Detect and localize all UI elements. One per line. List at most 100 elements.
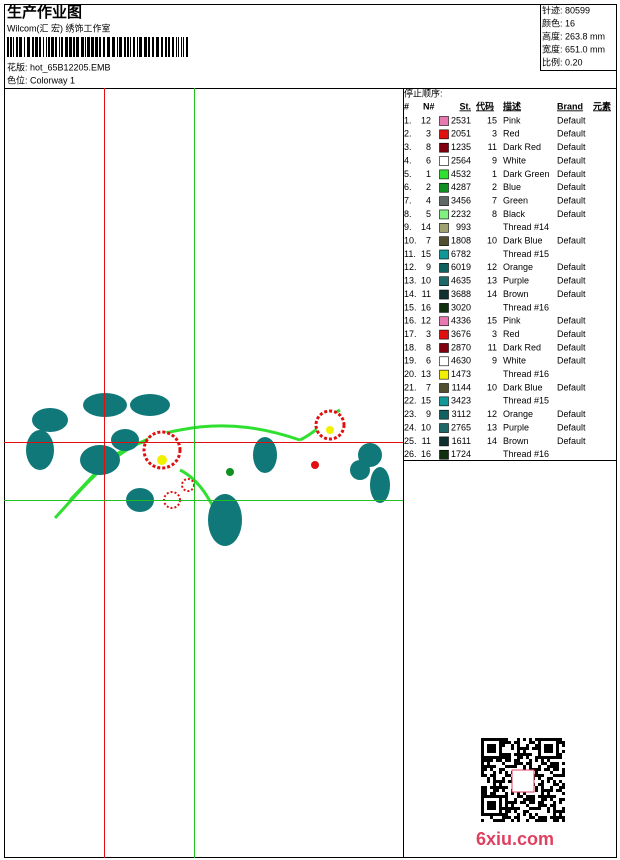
code: 3 <box>492 329 497 339</box>
qr-cell <box>523 792 526 795</box>
qr-cell <box>493 774 496 777</box>
stitches: 2232 <box>451 209 471 219</box>
swatch <box>439 409 449 420</box>
needle: 10 <box>421 276 431 286</box>
bar <box>107 37 110 57</box>
code: 8 <box>492 209 497 219</box>
qr-cell <box>541 816 544 819</box>
stitches: 4635 <box>451 276 471 286</box>
qr-cell <box>511 804 514 807</box>
qr-cell <box>523 765 526 768</box>
swatch <box>439 196 449 206</box>
qr-cell <box>508 801 511 804</box>
qr-cell <box>517 744 520 747</box>
qr-cell <box>544 768 547 771</box>
brand: Default <box>557 382 586 392</box>
qr-cell <box>556 789 559 792</box>
qr-cell <box>547 810 550 813</box>
qr-cell <box>529 816 532 819</box>
code: 12 <box>487 262 497 272</box>
qr-cell <box>535 789 538 792</box>
qr-cell <box>499 819 502 822</box>
stitches: 2765 <box>451 422 471 432</box>
description: Dark Green <box>503 169 550 179</box>
qr-cell <box>511 819 514 822</box>
qr-cell <box>508 780 511 783</box>
qr-cell <box>553 762 556 765</box>
subtitle: Wilcom(汇 宏) 绣饰工作室 <box>7 22 111 33</box>
stitches: 4336 <box>451 316 471 326</box>
bar <box>24 37 25 57</box>
description: White <box>503 356 526 366</box>
qr-cell <box>562 807 565 810</box>
qr-cell <box>508 810 511 813</box>
bar <box>99 37 101 57</box>
description: Thread #16 <box>503 302 549 312</box>
qr-cell <box>526 744 529 747</box>
code: 14 <box>487 436 497 446</box>
qr-cell <box>547 789 550 792</box>
qr-cell <box>502 738 505 741</box>
needle: 7 <box>426 382 431 392</box>
qr-cell <box>505 771 508 774</box>
code: 11 <box>488 142 497 152</box>
description: Orange <box>503 409 533 419</box>
qr-cell <box>484 768 487 771</box>
qr-cell <box>496 759 499 762</box>
qr-cell <box>538 795 541 798</box>
qr-cell <box>517 795 520 798</box>
code: 11 <box>488 342 497 352</box>
swatch <box>439 182 449 193</box>
qr-finder <box>487 801 496 810</box>
qr-cell <box>523 750 526 753</box>
qr-cell <box>487 762 490 765</box>
needle: 8 <box>426 142 431 152</box>
qr-cell <box>556 765 559 768</box>
qr-cell <box>541 780 544 783</box>
needle: 14 <box>421 222 431 232</box>
bud <box>226 468 234 476</box>
qr-cell <box>550 777 553 780</box>
qr-cell <box>544 819 547 822</box>
bar <box>152 37 154 57</box>
qr-cell <box>535 759 538 762</box>
qr-cell <box>514 762 517 765</box>
bar <box>10 37 12 57</box>
qr-cell <box>505 753 508 756</box>
qr-cell <box>517 741 520 744</box>
stitches: 4287 <box>451 182 471 192</box>
qr-cell <box>553 810 556 813</box>
qr-code <box>481 738 565 822</box>
qr-cell <box>556 762 559 765</box>
qr-cell <box>520 801 523 804</box>
qr-cell <box>514 798 517 801</box>
qr-cell <box>502 807 505 810</box>
qr-logo <box>511 769 535 793</box>
bud <box>181 478 195 492</box>
brand: Default <box>557 276 586 286</box>
qr-cell <box>499 783 502 786</box>
row-number: 4. <box>404 155 412 165</box>
swatch <box>439 303 449 313</box>
qr-cell <box>559 753 562 756</box>
qr-cell <box>487 759 490 762</box>
qr-cell <box>514 741 517 744</box>
row-number: 16. <box>404 316 417 326</box>
qr-cell <box>529 765 532 768</box>
qr-cell <box>481 762 484 765</box>
qr-cell <box>544 789 547 792</box>
qr-cell <box>520 795 523 798</box>
qr-cell <box>517 813 520 816</box>
description: Green <box>503 195 528 205</box>
needle: 8 <box>426 342 431 352</box>
bar <box>130 37 131 57</box>
bar <box>27 37 30 57</box>
qr-cell <box>535 756 538 759</box>
brand: Default <box>557 289 586 299</box>
qr-cell <box>532 798 535 801</box>
qr-cell <box>535 768 538 771</box>
swatch <box>439 316 449 327</box>
info-line: 针迹: 80599 <box>542 4 590 15</box>
leaf <box>32 408 68 432</box>
qr-cell <box>526 753 529 756</box>
